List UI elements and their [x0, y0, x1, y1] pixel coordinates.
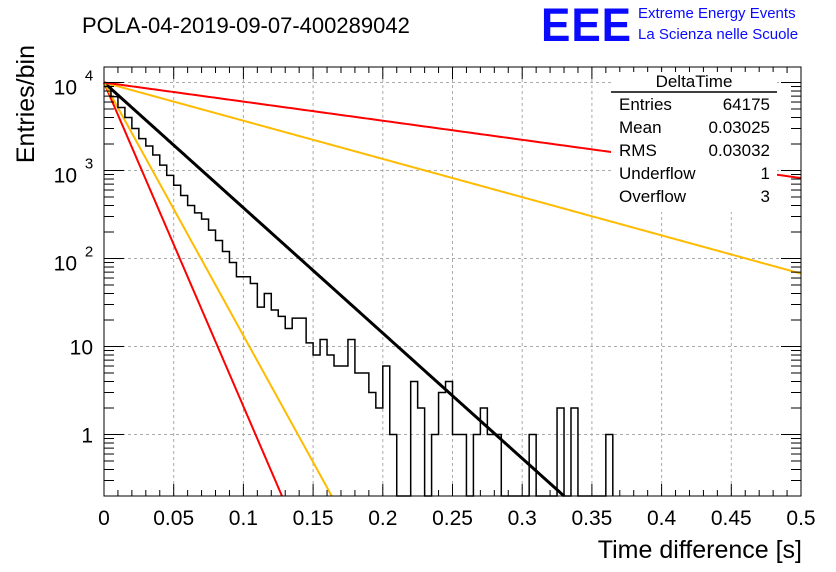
- histogram-bin: [432, 434, 439, 496]
- histogram-bin: [557, 408, 564, 496]
- histogram-bin: [243, 277, 250, 496]
- x-tick-label: 0.3: [508, 507, 537, 530]
- histogram-bin: [320, 340, 327, 496]
- logo-line-1: Extreme Energy Events: [638, 5, 796, 22]
- histogram-bin: [229, 263, 236, 496]
- stats-box: DeltaTime Entries 64175 Mean 0.03025 RMS…: [611, 72, 777, 212]
- histogram-bin: [369, 393, 376, 496]
- histogram-bin: [334, 366, 341, 496]
- logo-line-2: La Scienza nelle Scuole: [638, 26, 798, 43]
- fit-curve: [103, 82, 283, 497]
- histogram-bin: [174, 185, 181, 496]
- histogram-bin: [299, 318, 306, 496]
- histogram-bin: [390, 434, 397, 496]
- x-tick-label: 0.05: [153, 507, 194, 530]
- histogram-bin: [216, 241, 223, 496]
- y-tick-exponent: 2: [85, 243, 93, 260]
- histogram-bin: [571, 408, 578, 496]
- y-tick-exponent: 4: [85, 67, 93, 84]
- histogram-bin: [125, 118, 132, 496]
- stats-label-rms: RMS: [619, 141, 657, 160]
- x-tick-label: 0.5: [786, 507, 815, 530]
- x-tick-label: 0.25: [432, 507, 473, 530]
- y-tick-label: 10: [54, 252, 77, 275]
- stats-label-overflow: Overflow: [619, 187, 687, 206]
- x-tick-label: 0.35: [571, 507, 612, 530]
- stats-label-mean: Mean: [619, 118, 662, 137]
- histogram-bin: [146, 146, 153, 496]
- stats-label-underflow: Underflow: [619, 164, 696, 183]
- fit-curve: [103, 82, 333, 497]
- histogram-bin: [111, 97, 118, 496]
- x-tick-label: 0.2: [368, 507, 397, 530]
- y-tick-label: 10: [70, 336, 93, 359]
- histogram-bin: [250, 283, 257, 496]
- histogram-bin: [494, 434, 501, 496]
- stats-title: DeltaTime: [656, 72, 733, 91]
- histogram-bin: [453, 434, 460, 496]
- histogram-bin: [132, 129, 139, 496]
- x-tick-label: 0.1: [229, 507, 258, 530]
- stats-label-entries: Entries: [619, 95, 672, 114]
- x-tick-label: 0.4: [647, 507, 677, 530]
- histogram-bin: [236, 277, 243, 496]
- logo-mark: EEE: [541, 0, 632, 51]
- histogram-bin: [257, 307, 264, 496]
- x-tick-label: 0.15: [293, 507, 334, 530]
- histogram-bin: [188, 206, 195, 496]
- stats-value-rms: 0.03032: [709, 141, 770, 160]
- stats-value-overflow: 3: [761, 187, 770, 206]
- histogram-bin: [418, 408, 425, 496]
- histogram-bin: [271, 310, 278, 496]
- histogram-bin: [446, 382, 453, 496]
- fit-curve: [103, 81, 802, 275]
- stats-value-entries: 64175: [723, 95, 770, 114]
- y-tick-label: 10: [54, 164, 77, 187]
- histogram-bin: [306, 343, 313, 496]
- stats-box-bg: [611, 72, 777, 212]
- histogram-bin: [348, 340, 355, 496]
- histogram-bin: [341, 366, 348, 496]
- histogram-bin: [209, 230, 216, 496]
- histogram-bin: [473, 434, 480, 496]
- eee-logo: EEE Extreme Energy Events La Scienza nel…: [541, 0, 798, 51]
- y-axis-label: Entries/bin: [12, 45, 40, 163]
- x-axis-label: Time difference [s]: [598, 536, 802, 564]
- x-axis: 0 0.05 0.1 0.15 0.2 0.25 0.3 0.35 0.4 0.45 0.5: [98, 67, 816, 530]
- y-tick-label: 10: [54, 76, 77, 99]
- histogram-bin: [118, 107, 125, 496]
- histogram-bin: [292, 318, 299, 496]
- histogram-bin: [181, 195, 188, 496]
- y-axis: 1 10 10 2 10 3 10 4: [54, 67, 801, 497]
- histogram-bin: [264, 294, 271, 496]
- stats-value-underflow: 1: [761, 164, 770, 183]
- histogram-bin: [327, 355, 334, 496]
- histogram-bin: [139, 139, 146, 496]
- histogram-bin: [383, 366, 390, 496]
- stats-value-mean: 0.03025: [709, 118, 770, 137]
- x-tick-label: 0: [98, 507, 110, 530]
- y-tick-label: 1: [81, 424, 93, 447]
- histogram-bin: [439, 393, 446, 496]
- histogram-bin: [487, 434, 494, 496]
- histogram-bin: [376, 408, 383, 496]
- y-tick-exponent: 3: [85, 155, 93, 172]
- x-tick-label: 0.45: [711, 507, 752, 530]
- chart-title: POLA-04-2019-09-07-400289042: [82, 13, 410, 38]
- histogram-bin: [606, 434, 613, 496]
- histogram-bin: [411, 382, 418, 496]
- histogram-bin: [459, 434, 466, 496]
- histogram-bin: [167, 175, 174, 496]
